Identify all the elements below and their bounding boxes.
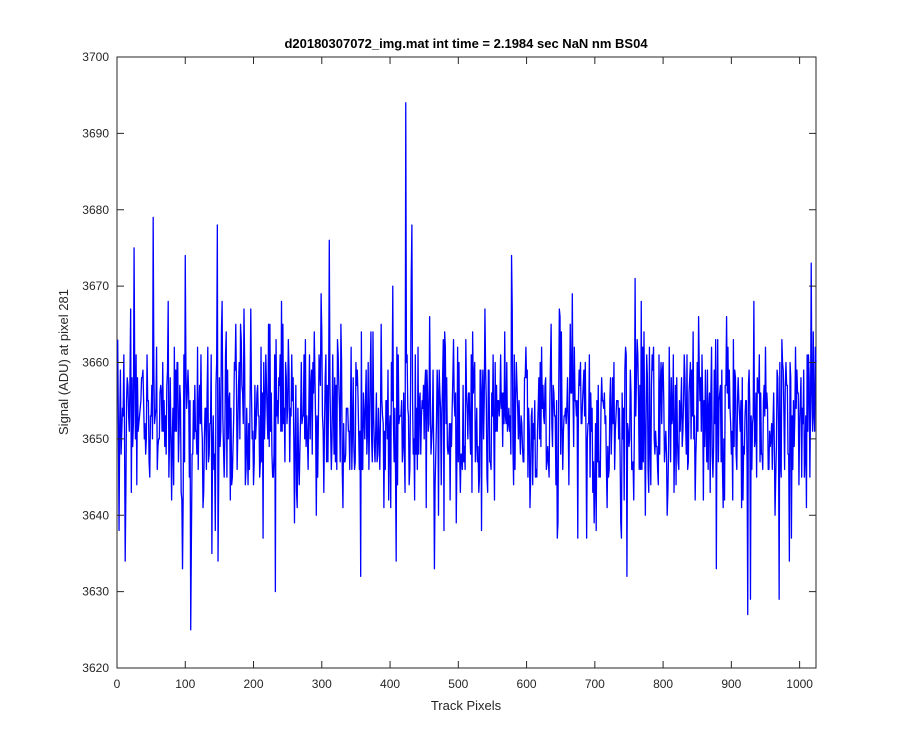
- y-tick-label: 3690: [82, 126, 109, 140]
- y-tick-label: 3670: [82, 279, 109, 293]
- y-tick-label: 3640: [82, 508, 109, 522]
- y-axis-label: Signal (ADU) at pixel 281: [56, 289, 71, 435]
- x-tick-label: 200: [244, 677, 264, 691]
- x-tick-label: 0: [114, 677, 121, 691]
- y-tick-label: 3680: [82, 203, 109, 217]
- x-axis: 0 100 200 300 400 500 600 700 800 900 1000: [114, 57, 813, 691]
- x-tick-label: 400: [380, 677, 400, 691]
- x-tick-label: 300: [312, 677, 332, 691]
- plot-area: 0 100 200 300 400 500 600 700 800 900 1000 3620 363…: [82, 50, 817, 691]
- y-tick-label: 3630: [82, 585, 109, 599]
- x-tick-label: 600: [517, 677, 537, 691]
- series-layer: [117, 102, 817, 631]
- series-line: [117, 102, 817, 631]
- x-tick-label: 1000: [786, 677, 813, 691]
- x-tick-label: 500: [448, 677, 468, 691]
- x-axis-label: Track Pixels: [431, 698, 502, 713]
- y-tick-label: 3700: [82, 50, 109, 64]
- y-tick-label: 3650: [82, 432, 109, 446]
- x-tick-label: 800: [653, 677, 673, 691]
- y-tick-label: 3620: [82, 661, 109, 675]
- y-axis: 3620 3630 3640 3650 3660 3670 3680 3690 3700: [82, 50, 816, 675]
- x-tick-label: 100: [175, 677, 195, 691]
- x-tick-label: 700: [585, 677, 605, 691]
- x-tick-label: 900: [721, 677, 741, 691]
- y-tick-label: 3660: [82, 356, 109, 370]
- chart-title: d20180307072_img.mat int time = 2.1984 s…: [284, 36, 648, 51]
